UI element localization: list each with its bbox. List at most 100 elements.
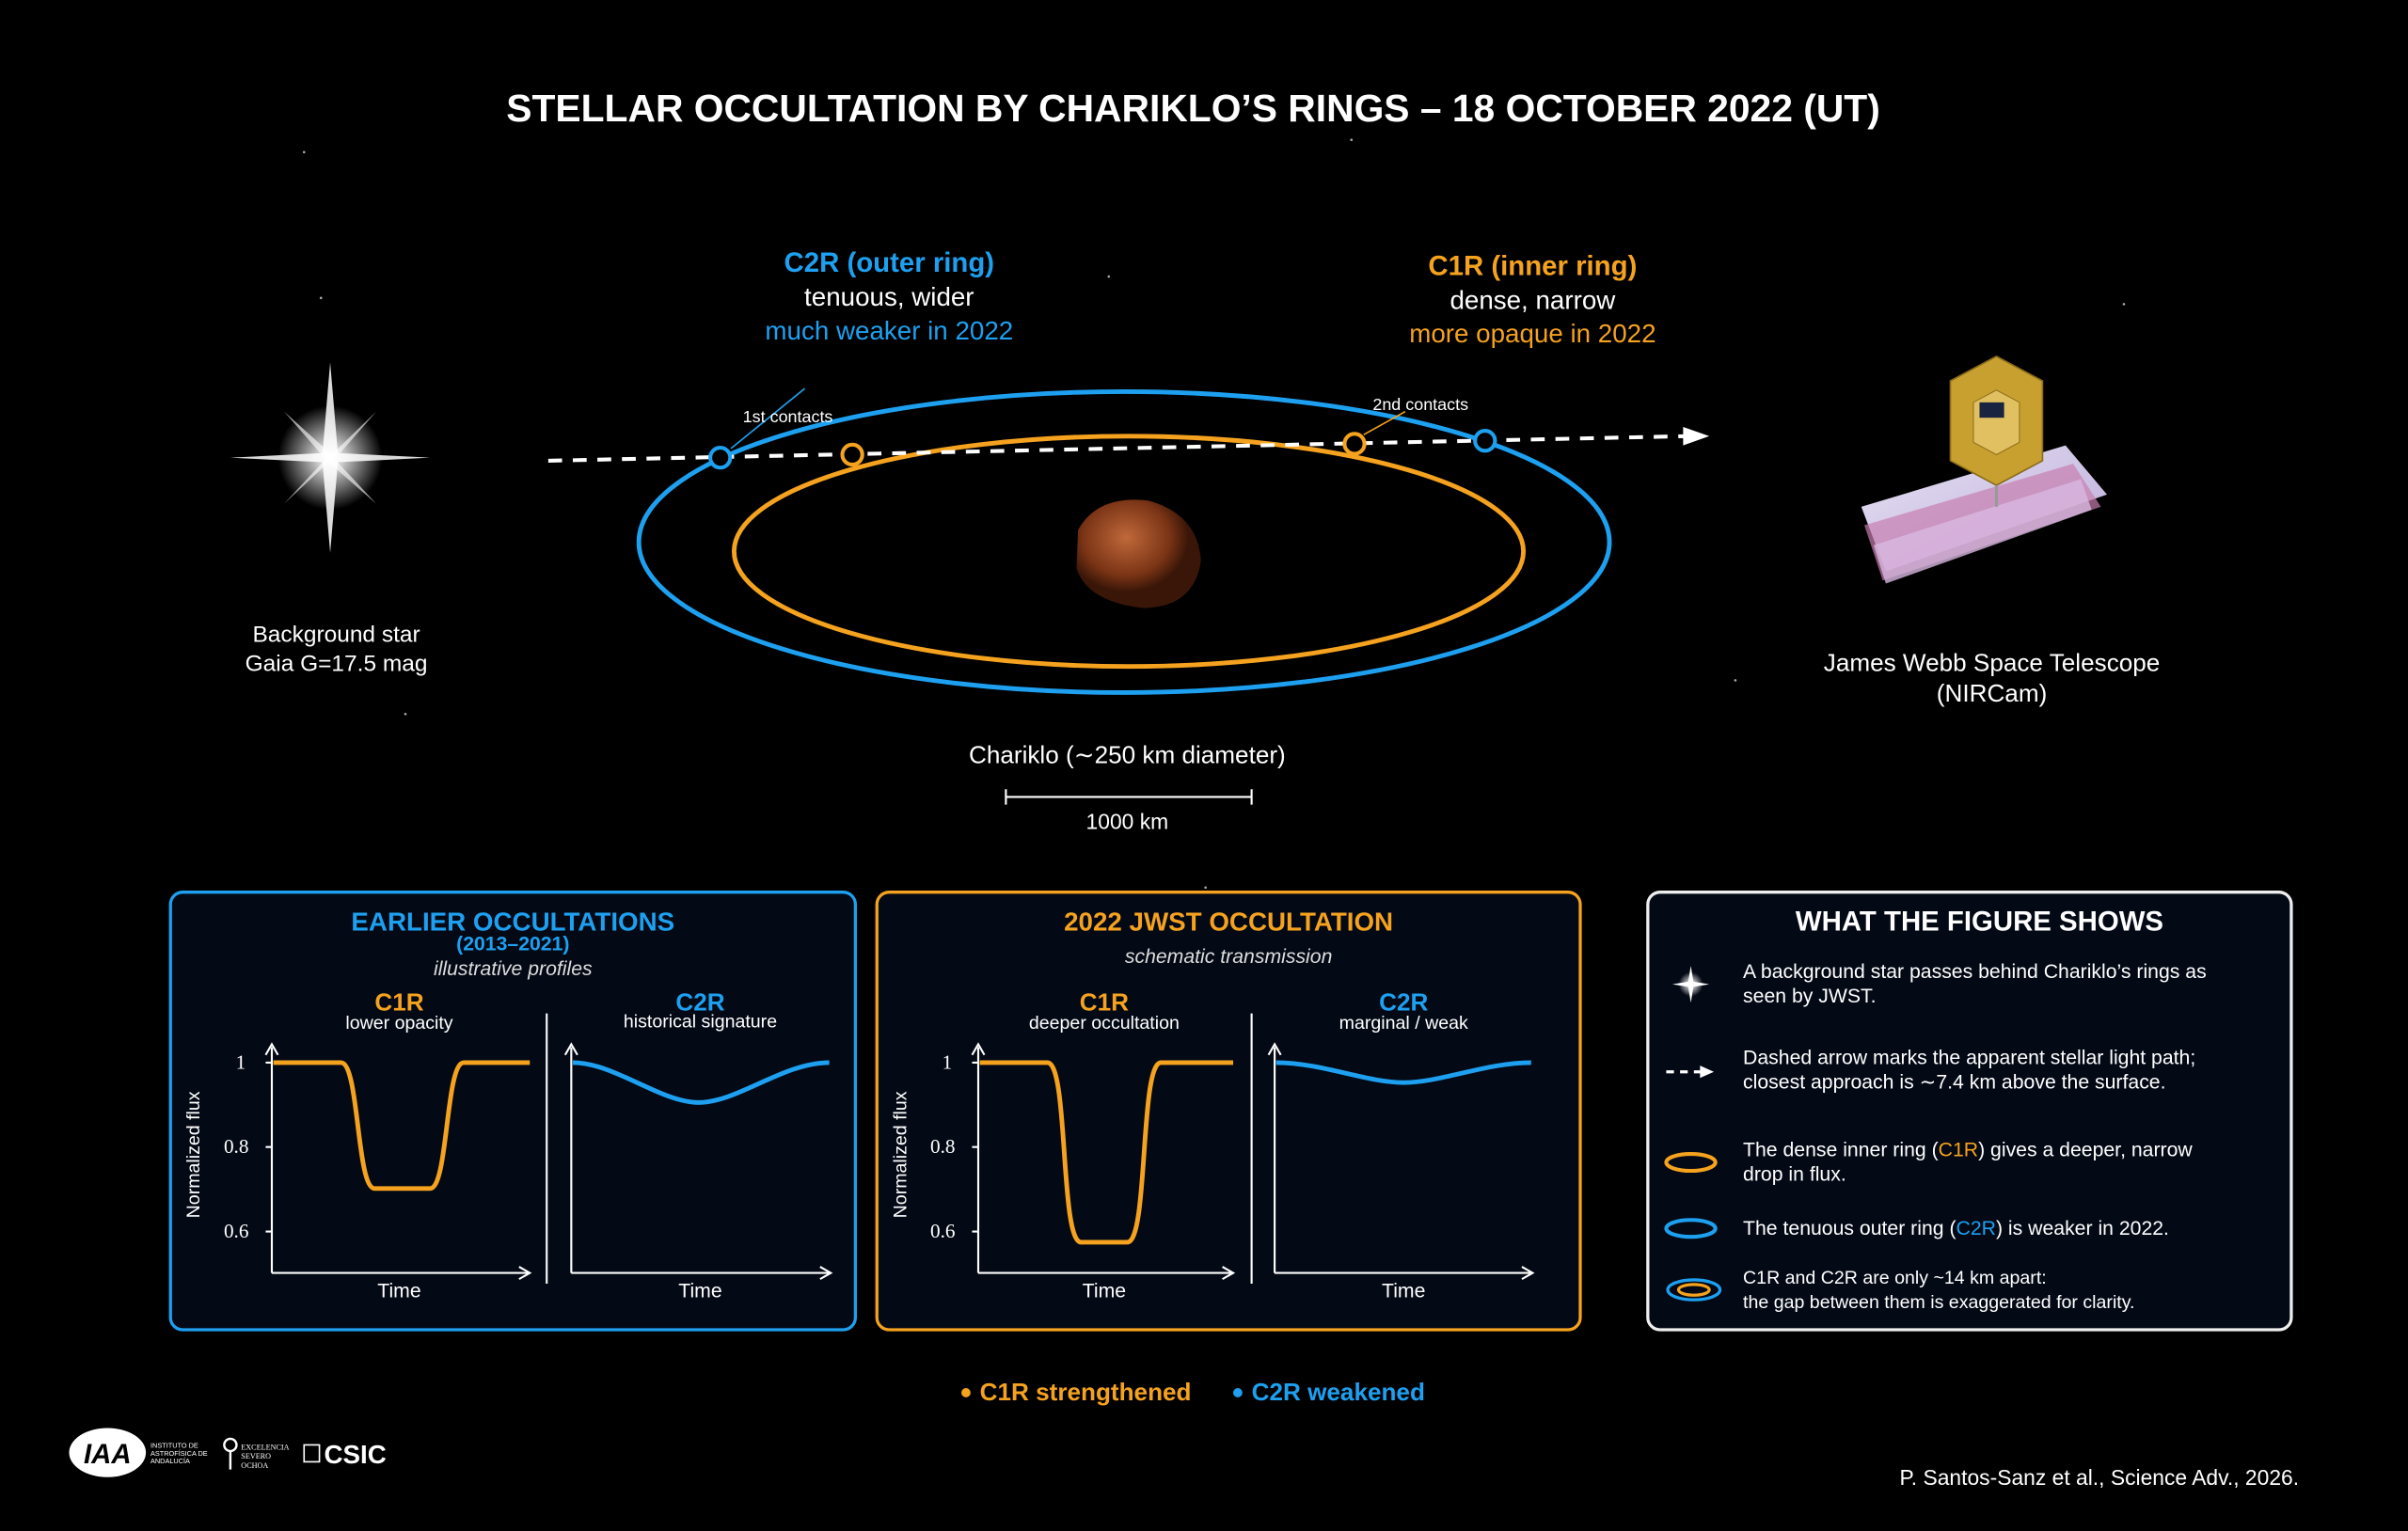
key-text: closest approach is ∼7.4 km above the su… [1743,1072,2165,1094]
logo-text: INSTITUTO DE [150,1442,198,1450]
y-tick-label: 0.8 [930,1135,956,1158]
plot-desc: deeper occultation [1029,1013,1180,1034]
y-tick-label: 1 [943,1050,953,1073]
key-text: The tenuous outer ring ( [1743,1218,1956,1239]
scale-label: 1000 km [1086,810,1169,834]
iaa-logo-text: IAA [84,1439,132,1470]
star-label: Background star [252,623,420,648]
so-name: EXCELENCIA SEVERO OCHOA [241,1443,289,1470]
panel-years: (2013–2021) [456,934,569,955]
inner-ring-note: more opaque in 2022 [1409,319,1656,348]
jwst [1861,355,2107,584]
key-text: The dense inner ring ( [1743,1140,1939,1161]
y-axis-label: Normalized flux [183,1091,204,1218]
contact-leader [730,387,806,450]
key-text: Dashed arrow marks the apparent stellar … [1743,1048,2195,1069]
panel-jwst [875,891,1582,1332]
profile-c1r [979,1060,1234,1245]
body-label: Chariklo (∼250 km diameter) [969,741,1286,769]
key-item: The dense inner ring (C1R) gives a deepe… [1743,1140,2193,1186]
key-text: C1R and C2R are only ~14 km apart: [1743,1268,2047,1288]
chariklo [1076,499,1201,608]
axes [264,1013,833,1285]
key-item: A background star passes behind Chariklo… [1743,961,2207,1007]
key-item: The tenuous outer ring (C2R) is weaker i… [1743,1218,2169,1239]
logo-text: OCHOA [241,1461,268,1470]
profile-c2r [572,1060,830,1105]
x-axis-label: Time [1083,1281,1126,1302]
outer-ring-desc: tenuous, wider [804,282,974,311]
y-axis-label: Normalized flux [890,1091,911,1218]
x-axis-label: Time [377,1281,420,1302]
logo-text: ANDALUCÍA [150,1457,190,1465]
plot-ring: C2R [675,987,724,1016]
stars [302,138,2126,890]
logo-text: EXCELENCIA [241,1443,289,1451]
csic-logo-text: CSIC [324,1440,386,1469]
telescope-label: James Webb Space Telescope [1824,649,2161,677]
contact-label: 1st contacts [743,407,833,426]
panel-title: 2022 JWST OCCULTATION [1064,908,1393,937]
key-text: the gap between them is exaggerated for … [1743,1292,2134,1313]
contact-leader [1363,410,1406,435]
y-tick-label: 0.6 [224,1220,249,1242]
iaa-name: INSTITUTO DE ASTROFÍSICA DE ANDALUCÍA [150,1442,208,1465]
key-text: drop in flux. [1743,1164,1846,1186]
inner-ring [731,434,1527,670]
key-text: ) is weaker in 2022. [1996,1218,2169,1239]
key-outer-ring-icon [1664,1218,1718,1239]
legend-entry: C2R weakened [1252,1378,1425,1406]
logo-text: ASTROFÍSICA DE [150,1449,208,1458]
plot-ring: C1R [1080,987,1129,1016]
key-text: C1R [1939,1140,1978,1161]
profile-c1r [273,1060,531,1192]
axes [971,1013,1535,1285]
key-title: WHAT THE FIGURE SHOWS [1796,907,2163,938]
panel-key [1646,891,2293,1332]
panel-title: EARLIER OCCULTATIONS [351,908,674,937]
panel-note: schematic transmission [1125,946,1333,968]
legend-swatch [961,1388,971,1397]
key-text: seen by JWST. [1743,986,1877,1007]
legend-swatch [1233,1388,1243,1397]
plot-desc: historical signature [624,1011,777,1032]
plot-ring: C1R [374,987,423,1016]
y-tick-label: 0.6 [930,1220,956,1242]
telescope-label: (NIRCam) [1937,679,2047,707]
key-text: ) gives a deeper, narrow [1978,1140,2193,1161]
profile-c2r [1275,1060,1531,1085]
csic-logo [303,1444,321,1463]
panel-note: illustrative profiles [434,958,593,980]
contact-label: 2nd contacts [1372,395,1468,414]
light-path-arrow [1683,427,1710,446]
key-star-icon [1671,966,1710,1003]
key-item: C1R and C2R are only ~14 km apart: the ga… [1743,1268,2134,1313]
x-axis-label: Time [1382,1281,1425,1302]
outer-ring-note: much weaker in 2022 [765,316,1013,345]
plot-desc: lower opacity [345,1013,452,1034]
contact-points [708,429,1497,470]
key-item: Dashed arrow marks the apparent stellar … [1743,1048,2195,1094]
y-tick-label: 0.8 [224,1135,249,1158]
inner-ring-desc: dense, narrow [1450,285,1616,314]
key-gap-icon [1666,1278,1722,1302]
plot-ring: C2R [1379,987,1428,1016]
title: STELLAR OCCULTATION BY CHARIKLO’S RINGS … [506,87,1880,130]
x-axis-label: Time [678,1281,721,1302]
key-inner-ring-icon [1664,1152,1718,1174]
credit: P. Santos-Sanz et al., Science Adv., 202… [1900,1465,2300,1490]
legend-entry: C1R strengthened [980,1378,1192,1406]
y-tick-label: 1 [236,1050,246,1073]
plot-desc: marginal / weak [1339,1013,1468,1034]
star-label: Gaia G=17.5 mag [246,652,428,677]
logo-text: SEVERO [241,1452,271,1460]
key-arrow-icon [1666,1065,1715,1079]
iaa-logo [69,1428,147,1477]
light-path [547,434,1687,463]
key-text: C2R [1956,1218,1996,1239]
outer-ring [636,389,1612,695]
panel-earlier [168,891,858,1332]
scale-bar [1005,789,1253,805]
